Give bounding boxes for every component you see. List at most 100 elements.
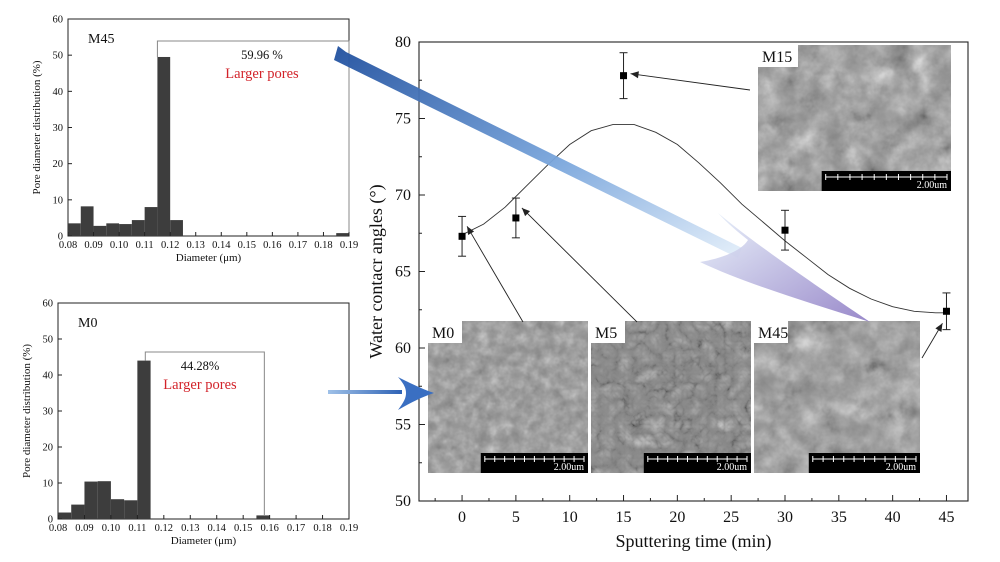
scale-bar-bg xyxy=(643,453,751,473)
percent-label: 44.28% xyxy=(181,359,220,373)
x-tick-label: 0.18 xyxy=(314,240,332,251)
sem-label: M0 xyxy=(432,325,454,342)
x-tick-label: 0.16 xyxy=(263,240,281,251)
x-tick-label: 0.13 xyxy=(187,240,205,251)
y-tick-label: 80 xyxy=(395,34,411,51)
y-tick-label: 60 xyxy=(395,340,411,357)
bar xyxy=(124,500,138,519)
fit-curve xyxy=(461,124,947,314)
bar xyxy=(336,233,349,236)
sem-label-bg xyxy=(428,321,462,343)
point-marker xyxy=(512,214,520,222)
x-tick-label: 0.11 xyxy=(128,523,146,534)
y-axis-label: Pore diameter distribution (%) xyxy=(21,344,33,478)
x-tick-label: 0.17 xyxy=(289,240,307,251)
x-tick-label: 10 xyxy=(562,509,578,526)
x-tick-label: 0.08 xyxy=(59,240,77,251)
x-tick-label: 5 xyxy=(512,509,520,526)
larger-pores-bracket xyxy=(144,351,265,515)
sem-inset-m5: M5 2.00um xyxy=(591,321,751,473)
point-marker xyxy=(458,232,466,240)
bar xyxy=(58,512,72,519)
y-tick-label: 55 xyxy=(395,417,411,434)
scale-bar-bg xyxy=(808,453,920,473)
larger-pores-bracket xyxy=(156,40,350,232)
x-tick-label: 0.16 xyxy=(260,523,278,534)
x-tick-label: 0.10 xyxy=(102,523,120,534)
y-tick-label: 75 xyxy=(395,111,411,128)
bar xyxy=(157,56,171,236)
x-tick-label: 0.17 xyxy=(287,523,305,534)
y-axis-label: Pore diameter distribution (%) xyxy=(31,60,43,194)
x-tick-label: 0.12 xyxy=(161,240,179,251)
pointer-arrowhead xyxy=(521,207,531,217)
bar xyxy=(106,223,120,236)
y-tick-label: 30 xyxy=(53,123,64,134)
pointer-arrowhead xyxy=(935,323,943,332)
bar xyxy=(144,207,158,236)
y-tick-label: 0 xyxy=(48,515,53,526)
sem-image-texture xyxy=(591,321,751,473)
x-axis-label: Diameter (μm) xyxy=(171,535,237,547)
data-point xyxy=(458,215,467,257)
sem-label: M15 xyxy=(762,49,792,66)
sem-label: M45 xyxy=(758,325,788,342)
scale-bar-label: 2.00um xyxy=(917,180,948,191)
data-point xyxy=(942,292,951,331)
point-marker xyxy=(781,226,789,234)
arrow-m45-head xyxy=(700,213,870,322)
x-tick-label: 0.15 xyxy=(234,523,252,534)
y-tick-label: 40 xyxy=(43,371,54,382)
y-tick-label: 70 xyxy=(395,187,411,204)
pointer-line xyxy=(521,207,638,323)
bar xyxy=(80,206,94,236)
x-tick-label: 0.10 xyxy=(110,240,128,251)
x-tick-label: 0.09 xyxy=(84,240,102,251)
x-tick-label: 0.14 xyxy=(212,240,231,251)
sem-image-texture xyxy=(754,321,920,473)
x-axis-label: Diameter (μm) xyxy=(176,252,242,264)
scale-bar-label: 2.00um xyxy=(886,462,917,473)
y-tick-label: 50 xyxy=(395,493,411,510)
larger-pores-label: Larger pores xyxy=(225,66,299,82)
bar xyxy=(84,481,98,519)
scale-bar-label: 2.00um xyxy=(717,462,748,473)
x-tick-label: 0.14 xyxy=(208,523,227,534)
bar xyxy=(170,220,183,236)
sem-image-texture xyxy=(758,45,951,191)
point-marker xyxy=(620,72,628,80)
panel-label: M0 xyxy=(78,316,97,331)
arrow-m45-shaft xyxy=(334,46,742,258)
sem-label-bg xyxy=(591,321,625,343)
panel-label: M45 xyxy=(88,32,114,47)
sem-label-bg xyxy=(758,45,798,67)
x-tick-label: 40 xyxy=(885,509,901,526)
x-tick-label: 0.08 xyxy=(49,523,67,534)
bar xyxy=(93,225,107,236)
x-tick-label: 0.19 xyxy=(340,240,358,251)
arrow-m0-head xyxy=(398,377,434,410)
x-tick-label: 0.18 xyxy=(313,523,331,534)
y-tick-label: 50 xyxy=(53,51,64,62)
data-point xyxy=(781,209,789,251)
arrow-m0-shaft xyxy=(328,390,402,394)
data-point xyxy=(511,197,520,239)
plot-frame xyxy=(67,18,350,237)
bar xyxy=(110,499,125,519)
y-axis-label: Water contacr angles (°) xyxy=(366,184,387,358)
y-tick-label: 20 xyxy=(53,159,64,170)
sem-inset-m15: M15 2.00um xyxy=(758,45,951,191)
y-tick-label: 30 xyxy=(43,407,54,418)
bar xyxy=(256,515,270,519)
pointer-line xyxy=(466,226,524,323)
y-tick-label: 10 xyxy=(53,195,64,206)
x-tick-label: 0.15 xyxy=(238,240,256,251)
y-tick-label: 60 xyxy=(53,15,64,26)
histogram-m0: 0.08 0.09 0.10 0.11 0.12 0.13 0.14 0.15 0.16 0.17… xyxy=(21,299,358,548)
connector-arrows xyxy=(328,46,870,410)
x-tick-label: 15 xyxy=(616,509,632,526)
x-tick-label: 0.19 xyxy=(340,523,358,534)
bar xyxy=(71,504,85,519)
x-tick-label: 0 xyxy=(458,509,466,526)
sem-inset-m0: M0 2.00um xyxy=(428,321,588,473)
